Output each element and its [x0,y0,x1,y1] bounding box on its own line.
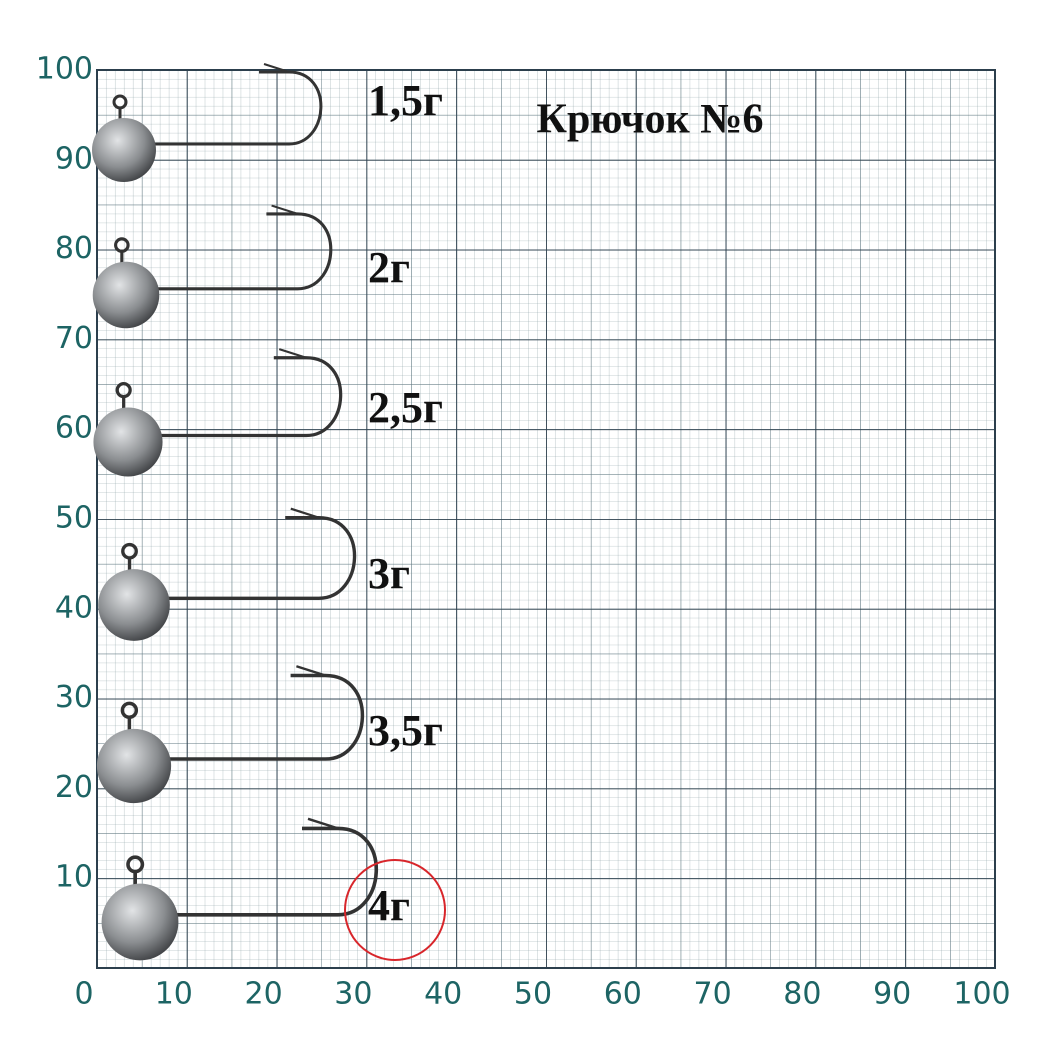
ruler-labels: 0 10 20 30 40 50 60 70 80 90 100 10 20 30 40 50 60 70 80 90… [36,52,1011,1012]
y-ruler-label: 90 [55,141,93,176]
y-ruler-label: 20 [55,770,93,805]
x-ruler-label: 40 [424,977,462,1012]
x-ruler-label: 50 [514,977,552,1012]
weight-label: 4г [368,881,410,930]
y-ruler-label: 10 [55,860,93,895]
y-ruler-label: 30 [55,680,93,715]
x-ruler-label: 100 [953,977,1010,1012]
x-ruler-label: 60 [604,977,642,1012]
x-ruler-label: 70 [694,977,732,1012]
x-ruler-label: 30 [334,977,372,1012]
title: Крючок №6 [537,97,764,143]
weight-label: 2,5г [368,383,443,432]
weight-label: 3,5г [368,706,443,755]
y-ruler-label: 80 [55,231,93,266]
x-ruler-label: 10 [155,977,193,1012]
x-ruler-label: 20 [245,977,283,1012]
y-ruler-label: 60 [55,411,93,446]
y-ruler-label: 70 [55,321,93,356]
y-ruler-label: 100 [36,52,93,87]
x-ruler-label: 0 [74,977,93,1012]
x-ruler-label: 90 [873,977,911,1012]
y-ruler-label: 40 [55,590,93,625]
jig-heads: 1,5г 2г 2,5г 3г 3,5г 4г [90,62,443,963]
graph-paper [96,69,996,969]
weight-label: 2г [368,243,410,292]
weight-label: 1,5г [368,76,443,125]
y-ruler-label: 50 [55,501,93,536]
weight-label: 3г [368,549,410,598]
x-ruler-label: 80 [783,977,821,1012]
highlight-circle [344,859,446,961]
